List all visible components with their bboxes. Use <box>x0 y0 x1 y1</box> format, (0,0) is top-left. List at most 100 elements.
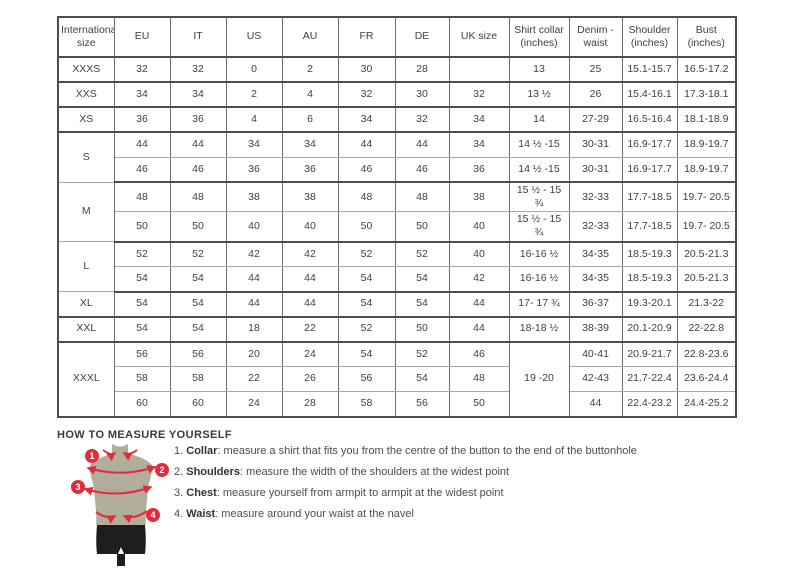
table-cell: 48 <box>169 181 227 213</box>
size-chart-table: International size EU IT US AU FR DE UK size Shi… <box>57 16 737 418</box>
shoulder-measure-line <box>86 465 157 475</box>
table-cell: XXS <box>57 81 115 108</box>
table-cell: 58 <box>169 366 227 392</box>
table-cell: 52 <box>394 241 450 267</box>
measure-instruction: 2. Shoulders: measure the width of the s… <box>174 466 734 479</box>
table-cell: 26 <box>281 366 339 392</box>
table-cell: L <box>57 241 115 292</box>
measure-instruction: 1. Collar: measure a shirt that fits you… <box>174 445 734 458</box>
table-cell: 48 <box>113 181 171 213</box>
waist-measure-line <box>122 510 148 523</box>
table-cell: 17- 17 ¾ <box>508 291 570 318</box>
measure-instruction: 4. Waist: measure around your waist at t… <box>174 508 734 521</box>
table-cell: 56 <box>113 341 171 367</box>
measure-instruction-list: 1. Collar: measure a shirt that fits you… <box>174 445 734 529</box>
table-cell: 40 <box>448 241 510 267</box>
column-header: US <box>225 16 283 58</box>
table-row: 46 46 36 36 46 46 36 14 ½ -15 30-31 16.9-17.7 18.9… <box>58 156 737 183</box>
table-cell: 58 <box>113 366 171 392</box>
table-cell: XXL <box>57 316 115 343</box>
table-cell: 46 <box>337 156 396 183</box>
table-cell: 16-16 ½ <box>508 266 570 293</box>
table-cell: 21.7-22.4 <box>621 366 678 392</box>
table-cell: 24.4-25.2 <box>676 391 737 418</box>
instruction-label: Chest <box>186 487 217 499</box>
instruction-text: : measure around your waist at the navel <box>215 508 414 520</box>
table-cell: 40-41 <box>568 341 623 367</box>
table-row: XXS 34 34 2 4 32 30 32 13 ½ 26 15.4-16.1 17.3-18.1 <box>57 81 737 108</box>
table-cell: 18.9-19.7 <box>676 131 737 158</box>
table-cell: 34-35 <box>568 266 623 293</box>
table-cell: 44 <box>225 291 283 318</box>
table-cell: 54 <box>169 266 227 293</box>
table-cell: 54 <box>169 316 227 343</box>
marker-3-badge <box>71 480 85 494</box>
table-cell: 52 <box>113 241 171 267</box>
table-cell: 48 <box>394 181 450 213</box>
table-cell: 42 <box>281 241 339 267</box>
table-cell: 44 <box>169 131 227 158</box>
marker-3-number: 3 <box>75 482 80 492</box>
table-cell: 36 <box>113 106 171 133</box>
table-cell: 42 <box>448 266 510 293</box>
table-row: 60 60 24 28 58 56 50 44 22.4-23.2 24.4-25.2 <box>58 391 737 418</box>
table-cell: 28 <box>281 391 339 418</box>
instruction-text: : measure yourself from armpit to armpit… <box>216 487 504 499</box>
table-cell: 54 <box>337 266 396 293</box>
table-row: XXXS 32 32 0 2 30 28 13 25 15.1-15.7 16.5-17.2 <box>57 56 737 83</box>
column-header: Shoulder (inches) <box>621 16 678 58</box>
table-cell: 34 <box>448 131 510 158</box>
table-cell: 16.9-17.7 <box>621 131 678 158</box>
table-cell: 18.5-19.3 <box>621 266 678 293</box>
table-cell: 44 <box>113 131 171 158</box>
instruction-number: 3. <box>174 487 184 499</box>
table-cell: 20.1-20.9 <box>621 316 678 343</box>
table-cell: 38-39 <box>568 316 623 343</box>
instruction-text: : measure a shirt that fits you from the… <box>217 445 637 457</box>
table-cell: 54 <box>394 366 450 392</box>
table-cell: 46 <box>113 156 171 183</box>
table-cell: 32-33 <box>568 181 623 213</box>
table-cell: 56 <box>394 391 450 418</box>
marker-2-badge <box>155 463 169 477</box>
table-cell: XL <box>57 291 115 318</box>
marker-1-badge <box>85 449 99 463</box>
table-row: XS 36 36 4 6 34 32 34 14 27-29 16.5-16.4 18.1-18.9 <box>57 106 737 133</box>
column-header: DE <box>394 16 450 58</box>
table-cell: 0 <box>225 56 283 83</box>
table-cell: 36 <box>281 156 339 183</box>
table-cell: 20.9-21.7 <box>621 341 678 367</box>
table-cell: 34 <box>337 106 396 133</box>
table-cell: XXXL <box>57 341 115 417</box>
table-cell: 2 <box>281 56 339 83</box>
table-cell: 32 <box>113 56 171 83</box>
table-cell: 50 <box>448 391 510 418</box>
table-cell: 15.4-16.1 <box>621 81 678 108</box>
table-cell: 40 <box>281 211 339 243</box>
table-cell: 44 <box>568 391 623 418</box>
table-cell: 38 <box>225 181 283 213</box>
table-cell: 38 <box>448 181 510 213</box>
table-cell: 36 <box>448 156 510 183</box>
column-header: Shirt collar (inches) <box>508 16 570 58</box>
marker-4-badge <box>146 508 160 522</box>
table-cell: 52 <box>337 316 396 343</box>
waist-measure-line <box>95 511 117 524</box>
table-cell: 52 <box>337 241 396 267</box>
table-cell: 32 <box>169 56 227 83</box>
column-header: EU <box>113 16 171 58</box>
table-cell: 20.5-21.3 <box>676 241 737 267</box>
measure-figure-illustration: 1 2 3 4 <box>55 441 175 566</box>
measure-instruction: 3. Chest: measure yourself from armpit t… <box>174 487 734 500</box>
table-cell: 15.1-15.7 <box>621 56 678 83</box>
table-cell: 44 <box>225 266 283 293</box>
column-header: AU <box>281 16 339 58</box>
table-cell: 14 <box>508 106 570 133</box>
instruction-number: 4. <box>174 508 184 520</box>
table-cell: XXXS <box>57 56 115 83</box>
table-cell: 22-22.8 <box>676 316 737 343</box>
table-cell: 56 <box>337 366 396 392</box>
table-cell: 24 <box>281 341 339 367</box>
table-cell: 36 <box>225 156 283 183</box>
table-cell: 54 <box>337 341 396 367</box>
